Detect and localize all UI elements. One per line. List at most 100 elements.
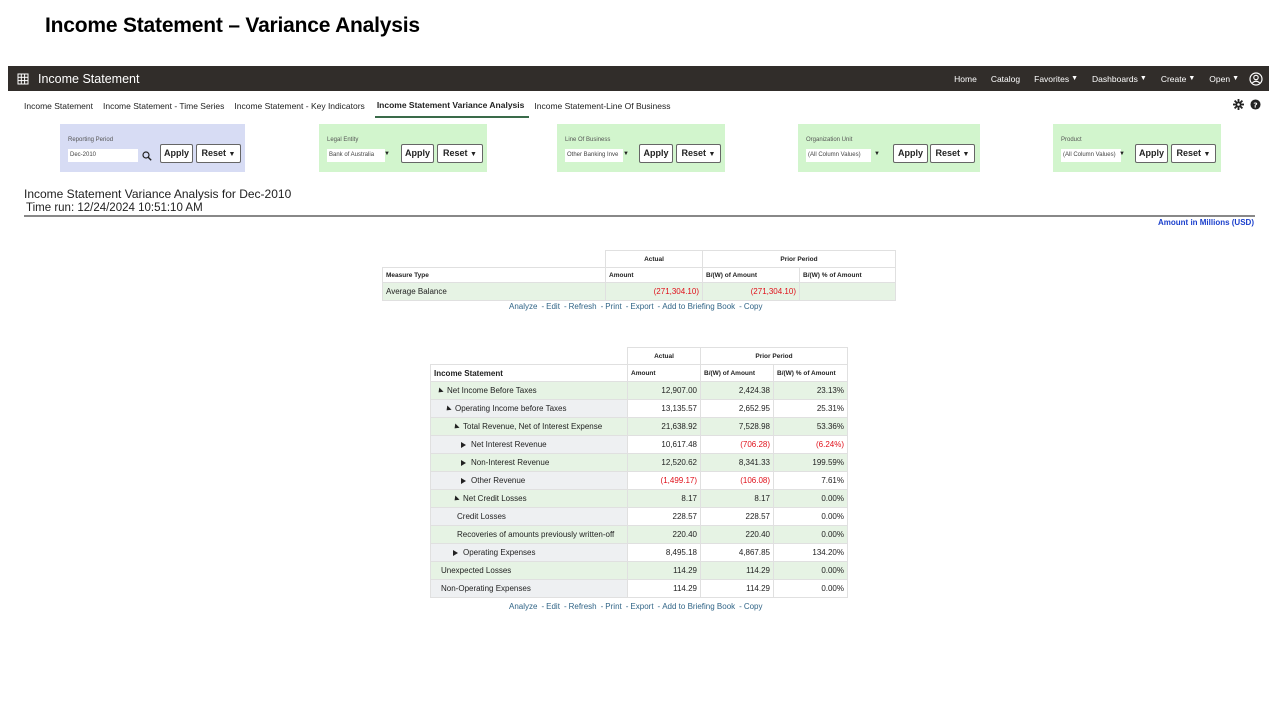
prior-period-group-header: Prior Period <box>702 250 896 268</box>
reset-label: Reset <box>935 148 961 158</box>
apply-button[interactable]: Apply <box>639 144 673 163</box>
tab-time-series[interactable]: Income Statement - Time Series <box>102 100 225 111</box>
collapse-icon[interactable] <box>436 387 444 395</box>
collapse-icon[interactable] <box>452 495 460 503</box>
edit-link[interactable]: Edit <box>546 602 560 611</box>
row-label-text: Other Revenue <box>471 476 526 485</box>
export-link[interactable]: Export <box>630 302 654 311</box>
print-link[interactable]: Print <box>605 302 622 311</box>
amount-cell: (271,304.10) <box>605 282 703 301</box>
table-row: Non-Interest Revenue 12,520.62 8,341.33 … <box>430 453 848 472</box>
nav-home[interactable]: Home <box>954 73 977 84</box>
row-label-text: Net Credit Losses <box>463 494 527 503</box>
edit-link[interactable]: Edit <box>546 302 560 311</box>
amount-cell: 228.57 <box>627 507 701 526</box>
table-row: Operating Expenses 8,495.18 4,867.85 134… <box>430 543 848 562</box>
bw-amount-cell: (106.08) <box>700 471 774 490</box>
tab-line-of-business[interactable]: Income Statement-Line Of Business <box>534 100 671 111</box>
product-select[interactable]: (All Column Values) <box>1061 149 1121 162</box>
bw-pct-cell: (6.24%) <box>773 435 848 454</box>
amount-cell: 220.40 <box>627 525 701 544</box>
grid-icon[interactable] <box>16 72 30 86</box>
reset-button[interactable]: Reset ▼ <box>930 144 975 163</box>
expand-icon[interactable] <box>461 459 466 466</box>
nav-catalog[interactable]: Catalog <box>990 73 1021 84</box>
copy-link[interactable]: Copy <box>743 602 763 611</box>
bw-amount-cell: 220.40 <box>700 525 774 544</box>
print-link[interactable]: Print <box>605 602 622 611</box>
prompt-legal-entity: Legal Entity Bank of Australia ▼ Apply R… <box>319 124 487 172</box>
row-label[interactable]: Operating Expenses <box>430 543 628 562</box>
nav-favorites[interactable]: Favorites ▼ <box>1034 74 1078 84</box>
expand-icon[interactable] <box>461 441 466 448</box>
nav-dashboards[interactable]: Dashboards ▼ <box>1092 74 1147 84</box>
row-label[interactable]: Other Revenue <box>430 471 628 490</box>
collapse-icon[interactable] <box>444 405 452 413</box>
reporting-period-label: Reporting Period <box>68 137 114 143</box>
row-label[interactable]: Net Credit Losses <box>430 489 628 508</box>
tab-variance-analysis[interactable]: Income Statement Variance Analysis <box>374 92 530 118</box>
row-label[interactable]: Non-Interest Revenue <box>430 453 628 472</box>
bw-pct-cell: 7.61% <box>773 471 848 490</box>
corner-cell <box>382 250 606 268</box>
export-link[interactable]: Export <box>630 602 654 611</box>
reporting-period-input[interactable]: Dec-2010 <box>68 149 138 162</box>
row-label-text: Operating Income before Taxes <box>455 404 567 413</box>
bw-pct-cell: 53.36% <box>773 417 848 436</box>
bw-pct-cell: 0.00% <box>773 489 848 508</box>
column-header: B/(W) % of Amount <box>773 364 848 382</box>
legal-entity-select[interactable]: Bank of Australia <box>327 149 385 162</box>
briefing-book-link[interactable]: Add to Briefing Book <box>662 302 736 311</box>
help-icon[interactable]: ? <box>1250 99 1261 110</box>
row-label[interactable]: Total Revenue, Net of Interest Expense <box>430 417 628 436</box>
nav-open[interactable]: Open ▼ <box>1209 74 1239 84</box>
apply-button[interactable]: Apply <box>893 144 928 163</box>
tab-key-indicators[interactable]: Income Statement - Key Indicators <box>234 100 365 111</box>
user-icon[interactable] <box>1249 71 1263 86</box>
nav-create-label: Create <box>1160 73 1187 84</box>
organization-unit-select[interactable]: (All Column Values) <box>806 149 871 162</box>
bw-amount-cell: 7,528.98 <box>700 417 774 436</box>
search-icon[interactable] <box>142 151 152 161</box>
dashboard-tabs: Income Statement Income Statement - Time… <box>8 91 1269 118</box>
product-label: Product <box>1061 137 1082 143</box>
refresh-link[interactable]: Refresh <box>568 602 597 611</box>
expand-icon[interactable] <box>461 477 466 484</box>
amount-cell: (1,499.17) <box>627 471 701 490</box>
table-row: Non-Operating Expenses 114.29 114.29 0.0… <box>430 579 848 598</box>
line-of-business-select[interactable]: Other Banking Inve <box>565 149 623 162</box>
reset-button[interactable]: Reset ▼ <box>1171 144 1216 163</box>
analyze-link[interactable]: Analyze <box>509 302 538 311</box>
amount-cell: 10,617.48 <box>627 435 701 454</box>
column-header: Income Statement <box>430 364 628 382</box>
reset-button[interactable]: Reset ▼ <box>437 144 483 163</box>
apply-button[interactable]: Apply <box>160 144 193 163</box>
amount-cell: 114.29 <box>627 579 701 598</box>
analyze-link[interactable]: Analyze <box>509 602 538 611</box>
link-separator: - <box>541 302 545 311</box>
organization-unit-label: Organization Unit <box>806 137 853 143</box>
row-label[interactable]: Operating Income before Taxes <box>430 399 628 418</box>
row-label[interactable]: Net Income Before Taxes <box>430 381 628 400</box>
briefing-book-link[interactable]: Add to Briefing Book <box>662 602 736 611</box>
link-separator: - <box>563 302 567 311</box>
expand-icon[interactable] <box>453 549 458 556</box>
reset-button[interactable]: Reset ▼ <box>196 144 241 163</box>
apply-button[interactable]: Apply <box>1135 144 1168 163</box>
copy-link[interactable]: Copy <box>743 302 763 311</box>
time-run: Time run: 12/24/2024 10:51:10 AM <box>26 202 203 214</box>
apply-button[interactable]: Apply <box>401 144 434 163</box>
reset-button[interactable]: Reset ▼ <box>676 144 721 163</box>
bw-pct-cell: 0.00% <box>773 561 848 580</box>
row-label[interactable]: Net Interest Revenue <box>430 435 628 454</box>
prompt-reporting-period: Reporting Period Dec-2010 Apply Reset ▼ <box>60 124 245 172</box>
table-row: Net Interest Revenue 10,617.48 (706.28) … <box>430 435 848 454</box>
gear-icon[interactable] <box>1233 99 1244 110</box>
row-label-text: Net Income Before Taxes <box>447 386 537 395</box>
link-separator: - <box>563 602 567 611</box>
nav-create[interactable]: Create ▼ <box>1161 74 1195 84</box>
bw-amount-cell: 228.57 <box>700 507 774 526</box>
tab-income-statement[interactable]: Income Statement <box>24 100 93 111</box>
collapse-icon[interactable] <box>452 423 460 431</box>
refresh-link[interactable]: Refresh <box>568 302 597 311</box>
